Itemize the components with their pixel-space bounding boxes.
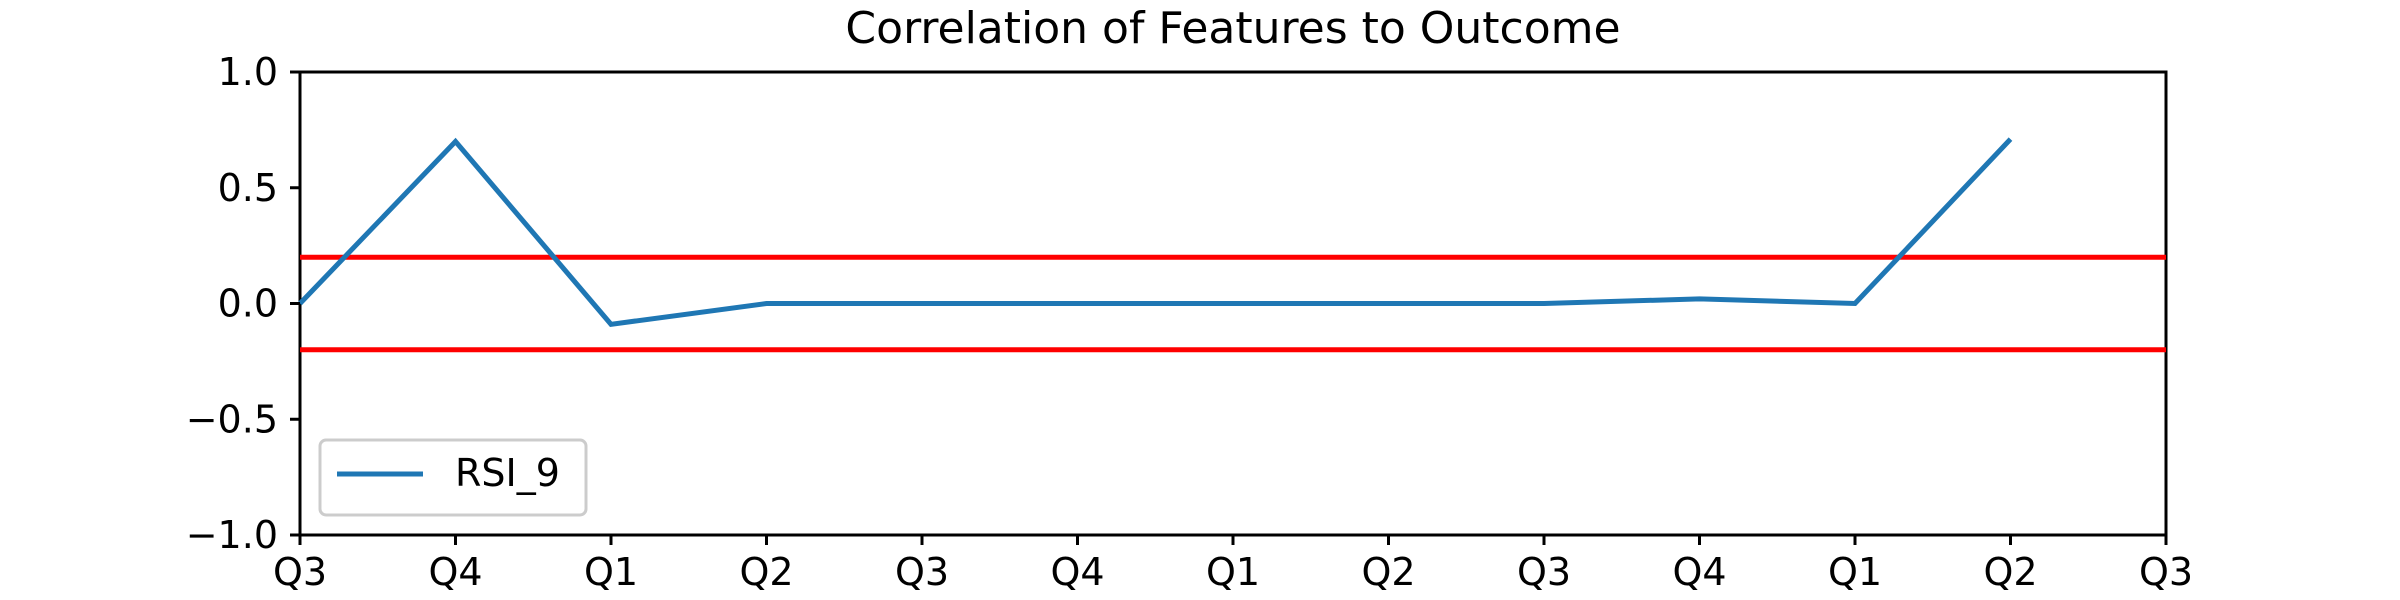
y-tick-label: −1.0 bbox=[186, 513, 278, 557]
y-tick-label: 1.0 bbox=[218, 50, 278, 94]
x-tick-label: Q4 bbox=[1672, 550, 1726, 594]
y-tick-label: 0.0 bbox=[218, 282, 278, 326]
threshold-lines bbox=[300, 254, 2166, 353]
x-tick-label: Q1 bbox=[1206, 550, 1260, 594]
chart-title: Correlation of Features to Outcome bbox=[845, 3, 1620, 54]
x-tick-label: Q3 bbox=[1517, 550, 1571, 594]
x-tick-label: Q3 bbox=[895, 550, 949, 594]
series-line-rsi-9 bbox=[298, 137, 2013, 327]
x-tick-label: Q1 bbox=[584, 550, 638, 594]
y-axis: 1.0 0.5 0.0 −0.5 −1.0 bbox=[186, 50, 300, 557]
x-tick-label: Q3 bbox=[273, 550, 327, 594]
x-tick-label: Q1 bbox=[1828, 550, 1882, 594]
legend-box bbox=[318, 438, 588, 517]
x-tick-label: Q4 bbox=[1050, 550, 1104, 594]
x-axis: Q3 Q4 Q1 Q2 Q3 Q4 Q1 Q2 Q3 Q4 Q1 Q2 Q3 bbox=[273, 535, 2193, 594]
series-layer bbox=[298, 137, 2013, 327]
y-tick-label: 0.5 bbox=[218, 166, 278, 210]
x-tick-label: Q2 bbox=[1983, 550, 2037, 594]
y-tick-label: −0.5 bbox=[186, 397, 278, 441]
x-tick-label: Q4 bbox=[428, 550, 482, 594]
x-tick-label: Q2 bbox=[739, 550, 793, 594]
x-tick-label: Q2 bbox=[1361, 550, 1415, 594]
x-tick-label: Q3 bbox=[2139, 550, 2193, 594]
legend: RSI_9 bbox=[318, 438, 588, 517]
legend-label-rsi-9: RSI_9 bbox=[455, 451, 560, 495]
